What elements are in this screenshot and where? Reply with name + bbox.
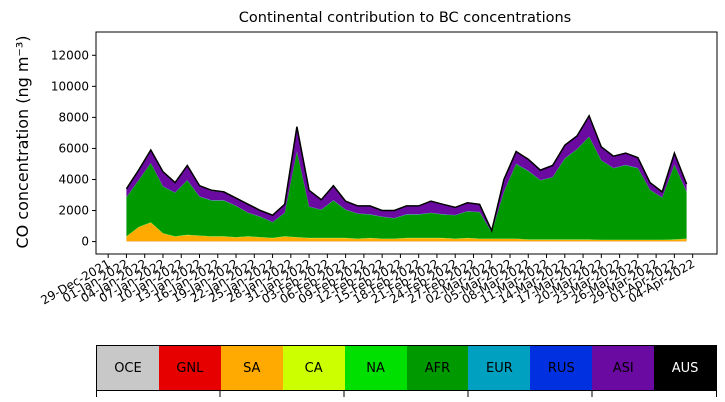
y-axis-ticks: 0 2000 4000 6000 8000 10000 12000 [51,48,96,249]
y-tick-label: 0 [81,235,89,249]
legend-cell-sa: SA [220,346,283,390]
area-asi [126,114,687,233]
legend-cell-na: NA [344,346,407,390]
total-line [125,114,688,233]
x-axis-ticks: 29-Dec-202101-Jan-202204-Jan-202207-Jan-… [38,254,697,307]
y-tick-label: 2000 [58,204,89,218]
y-tick-label: 10000 [51,79,89,93]
stacked-areas [126,114,687,242]
plot-frame [95,31,718,255]
legend-cell-rus: RUS [530,346,593,390]
y-tick-label: 6000 [58,141,89,155]
y-tick-label: 8000 [58,110,89,124]
area-sa [126,222,687,242]
legend-ticks [96,391,717,397]
legend-cell-eur: EUR [468,346,531,390]
y-axis-label: CO concentration (ng m⁻³) [13,35,32,248]
legend-cell-aus: AUS [654,346,717,390]
legend-cell-gnl: GNL [158,346,221,390]
chart-title: Continental contribution to BC concentra… [239,10,571,26]
legend-cell-afr: AFR [406,346,469,390]
legend-cell-asi: ASI [592,346,655,390]
y-tick-label: 4000 [58,172,89,186]
area-afr [126,136,687,240]
legend-cell-ca: CA [282,346,345,390]
legend-colorbar: OCE GNL SA CA NA AFR EUR RUS ASI AUS [96,345,717,391]
y-tick-label: 12000 [51,48,89,62]
legend-cell-oce: OCE [97,346,159,390]
chart: Continental contribution to BC concentra… [13,10,718,307]
